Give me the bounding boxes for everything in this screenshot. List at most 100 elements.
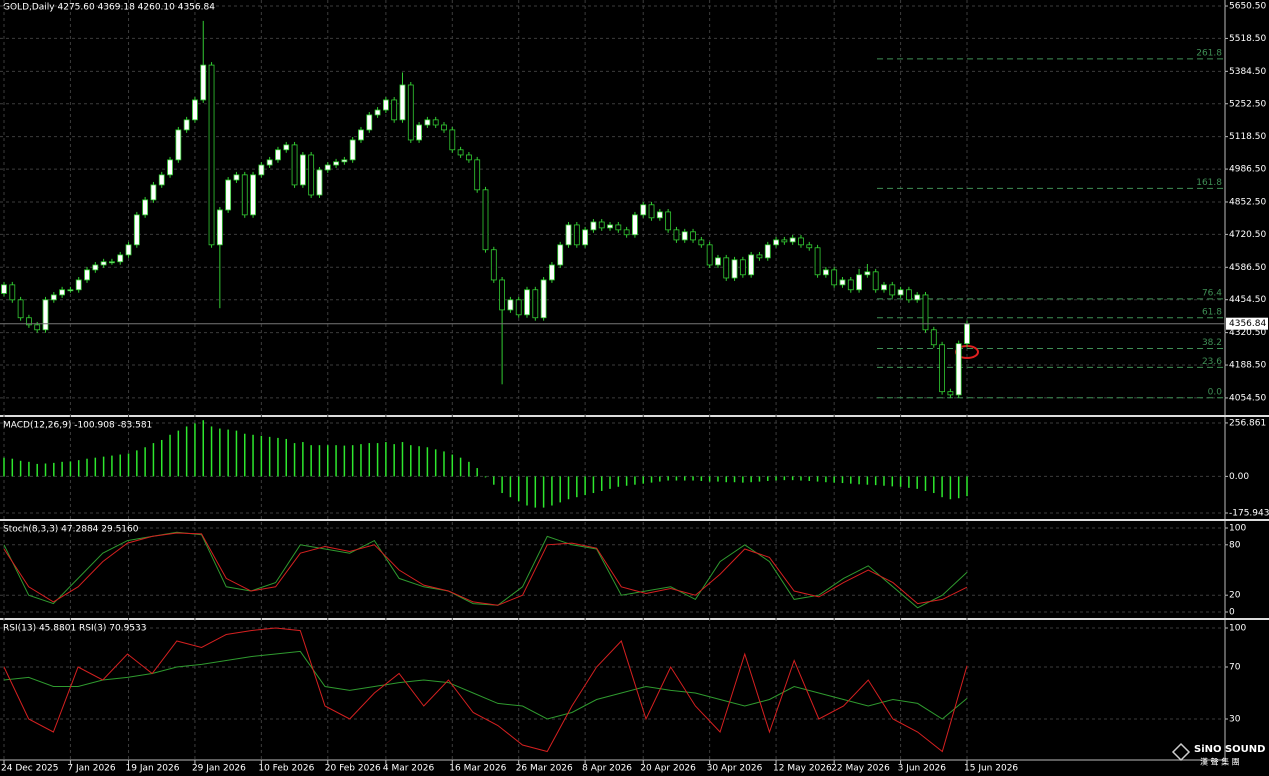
candle-body	[407, 84, 414, 141]
candle-body	[715, 257, 721, 266]
candle-body	[648, 204, 655, 219]
y-tick-label: 100	[1229, 524, 1246, 534]
candle-body	[490, 249, 497, 281]
candle-body	[283, 144, 290, 151]
candle-body	[856, 274, 862, 291]
panel-title: Stoch(8,3,3) 47.2884 29.5160	[3, 525, 139, 535]
candle-body	[905, 289, 912, 301]
candle-body	[814, 247, 821, 276]
candle-body	[391, 99, 398, 121]
y-tick-label: 4720.50	[1229, 230, 1266, 240]
y-tick-label: 4188.50	[1229, 361, 1266, 371]
candle-body	[416, 124, 422, 141]
y-tick-label: 256.861	[1229, 418, 1266, 428]
candle-body	[59, 289, 66, 296]
x-tick-label: 24 Dec 2025	[1, 764, 59, 774]
candle-body	[366, 114, 373, 131]
candle-body	[798, 237, 804, 246]
candle-body	[308, 154, 315, 196]
candle-body	[524, 289, 530, 316]
candle-body	[382, 99, 389, 111]
candle-body	[465, 154, 472, 161]
candle-body	[266, 159, 273, 166]
candle-body	[773, 239, 779, 246]
candle-body	[192, 99, 198, 121]
candle-body	[275, 149, 281, 161]
candle-body	[864, 271, 871, 276]
candle-body	[607, 224, 613, 229]
candle-body	[847, 279, 854, 291]
last-price-label: 4356.84	[1229, 319, 1266, 329]
candle-body	[474, 159, 481, 191]
x-tick-label: 30 Apr 2026	[707, 764, 763, 774]
x-tick-label: 3 Jun 2026	[898, 764, 947, 774]
candle-body	[175, 129, 182, 161]
fib-label: 61.8	[1202, 307, 1222, 317]
candle-body	[42, 299, 49, 331]
candle-body	[424, 119, 431, 126]
panel-title: GOLD,Daily 4275.60 4369.18 4260.10 4356.…	[3, 3, 215, 13]
y-tick-label: 5518.50	[1229, 34, 1266, 44]
candle-body	[922, 294, 929, 331]
candle-body	[349, 139, 356, 161]
panel-title: MACD(12,26,9) -100.908 -83.581	[3, 421, 152, 431]
fib-label: 0.0	[1208, 387, 1223, 397]
y-tick-label: 4986.50	[1229, 165, 1266, 175]
candle-body	[17, 299, 24, 319]
y-tick-label: 30	[1229, 715, 1241, 725]
candle-body	[142, 199, 149, 216]
candle-body	[930, 329, 937, 346]
candle-body	[690, 231, 696, 241]
candle-body	[499, 279, 506, 311]
candle-body	[333, 161, 339, 166]
candle-body	[233, 174, 240, 181]
y-tick-label: 100	[1229, 624, 1246, 634]
x-tick-label: 8 Apr 2026	[582, 764, 632, 774]
last-price-box	[1226, 317, 1268, 330]
candle-body	[515, 299, 522, 316]
candle-body	[964, 323, 970, 345]
candle-body	[374, 109, 381, 116]
candle-body	[449, 129, 456, 151]
candle-body	[457, 149, 464, 156]
x-tick-label: 7 Jan 2026	[67, 764, 115, 774]
candle-body	[764, 244, 771, 259]
candle-body	[9, 284, 16, 301]
candle-body	[881, 284, 887, 291]
fib-label: 23.6	[1202, 357, 1222, 367]
panel-title: RSI(13) 45.8801 RSI(3) 70.9533	[3, 624, 146, 634]
logo: SiNO SOUND 漢 聲 集 團	[1171, 742, 1265, 767]
candle-body	[640, 204, 647, 216]
candle-body	[615, 224, 622, 231]
x-tick-label: 26 Mar 2026	[516, 764, 573, 774]
candle-body	[557, 244, 564, 266]
fib-label: 261.8	[1196, 48, 1222, 58]
candle-body	[158, 174, 165, 186]
y-tick-label: 5118.50	[1229, 132, 1266, 142]
y-tick-label: 80	[1229, 540, 1241, 550]
x-tick-label: 29 Jan 2026	[192, 764, 246, 774]
logo-brand: SiNO SOUND	[1194, 744, 1265, 755]
candle-body	[540, 279, 547, 319]
candle-body	[432, 119, 439, 126]
candle-body	[665, 211, 672, 231]
logo-chinese: 漢 聲 集 團	[1200, 757, 1240, 767]
y-tick-label: -175.943	[1229, 508, 1269, 518]
candle-body	[955, 343, 962, 396]
candle-body	[92, 264, 99, 271]
candle-body	[731, 259, 738, 279]
candle-body	[549, 264, 555, 281]
candle-body	[632, 214, 638, 236]
candle-body	[399, 84, 406, 121]
fib-label: 161.8	[1196, 178, 1222, 188]
y-tick-label: 4320.50	[1229, 328, 1266, 338]
candle-body	[582, 229, 589, 246]
candle-body	[748, 254, 755, 276]
x-tick-label: 15 Jun 2026	[964, 764, 1018, 774]
candle-body	[739, 259, 746, 276]
candle-body	[507, 299, 514, 311]
candle-body	[889, 284, 896, 296]
y-tick-label: 4054.50	[1229, 393, 1266, 403]
candle-body	[34, 324, 41, 331]
